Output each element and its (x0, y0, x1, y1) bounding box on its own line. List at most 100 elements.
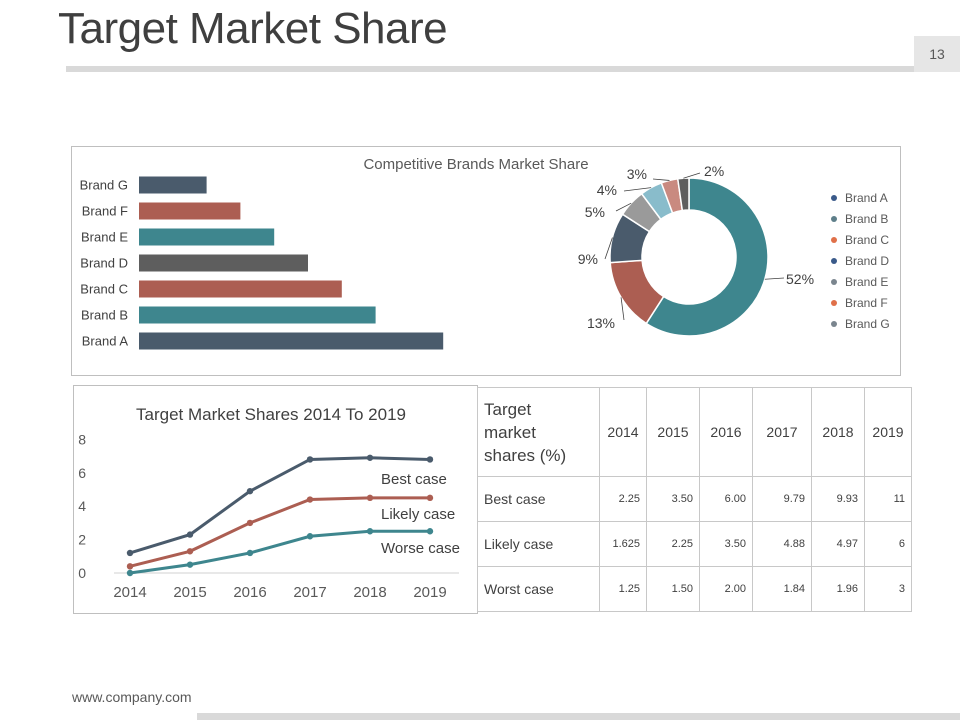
donut-label-brand-a: 52% (786, 271, 814, 287)
line-xtick-2016: 2016 (233, 584, 266, 601)
table-cell-best-case-2019: 11 (864, 476, 912, 522)
bar-brand-e (139, 228, 275, 246)
legend-marker-brand-c (831, 237, 837, 243)
bar-label-brand-e: Brand E (81, 230, 128, 245)
table-header-label: Target market shares (%) (477, 387, 600, 477)
line-point-best-case-2019 (426, 456, 434, 463)
table-cell-worst-case-2019: 3 (864, 566, 912, 612)
target-shares-line-chart: Target Market Shares 2014 To 2019 0 2 4 6 8 20… (53, 405, 460, 601)
line-point-likely-case-2015 (186, 548, 194, 555)
legend-marker-brand-g (831, 321, 837, 327)
table-cell-best-case-2017: 9.79 (752, 476, 812, 522)
table-cell-worst-case-2016: 2.00 (699, 566, 753, 612)
donut-leader-brand-c (604, 237, 613, 260)
table-col-header-2016: 2016 (699, 387, 753, 477)
line-point-best-case-2018 (366, 454, 374, 461)
line-point-worse-case-2018 (366, 528, 374, 535)
table-cell-likely-case-2018: 4.97 (811, 521, 865, 567)
table-col-header-2014: 2014 (599, 387, 647, 477)
line-point-likely-case-2018 (366, 494, 374, 502)
bar-label-brand-b: Brand B (81, 308, 128, 323)
line-series-worse-case (129, 529, 430, 575)
target-shares-line-panel: Target Market Shares 2014 To 2019 0 2 4 6 8 20… (53, 385, 478, 614)
table-cell-likely-case-2014: 1.625 (599, 521, 647, 567)
table-row-label-likely-case: Likely case (477, 521, 600, 567)
legend-marker-brand-b (831, 216, 837, 222)
line-xtick-2018: 2018 (353, 584, 386, 601)
bar-brand-f (139, 202, 241, 220)
table-cell-likely-case-2015: 2.25 (646, 521, 700, 567)
line-ytick-0: 0 (78, 565, 86, 581)
donut-title: Competitive Brands Market Share (363, 156, 588, 173)
line-point-best-case-2014 (126, 549, 134, 557)
line-xtick-2019: 2019 (413, 584, 446, 601)
footer-url[interactable]: www.company.com (72, 689, 192, 705)
legend-marker-brand-e (831, 279, 837, 285)
donut-leader-brand-b (620, 297, 625, 321)
table-cell-worst-case-2015: 1.50 (646, 566, 700, 612)
table-col-header-2015: 2015 (646, 387, 700, 477)
donut-leader-brand-g (683, 172, 701, 179)
table-row: Best case 2.25 3.50 6.00 9.79 9.93 11 (477, 476, 912, 522)
table-cell-best-case-2014: 2.25 (599, 476, 647, 522)
line-point-best-case-2016 (246, 487, 254, 495)
legend-marker-brand-f (831, 300, 837, 306)
line-series-likely-case (129, 496, 430, 568)
table-row-label-worst-case: Worst case (477, 566, 600, 612)
line-series-label-best-case: Best case (381, 471, 447, 488)
line-ytick-8: 8 (78, 431, 86, 447)
bar-brand-c (139, 280, 342, 298)
legend-entry-brand-d: Brand D (845, 254, 889, 268)
donut-label-brand-g: 2% (704, 163, 724, 179)
donut-slice-brand-a (645, 177, 769, 337)
line-point-worse-case-2019 (426, 528, 434, 535)
line-point-worse-case-2015 (186, 561, 194, 568)
donut-label-brand-f: 3% (627, 166, 647, 182)
bar-label-brand-c: Brand C (80, 282, 128, 297)
brand-share-panel: Brand A Brand B Brand C Brand D Brand E Brand… (71, 146, 901, 376)
line-xtick-2015: 2015 (173, 584, 206, 601)
line-ytick-4: 4 (78, 498, 86, 514)
line-series-best-case (129, 456, 431, 555)
donut-slice-brand-g (676, 177, 690, 212)
legend-entry-brand-f: Brand F (845, 296, 888, 310)
table-header-row: Target market shares (%) 2014 2015 2016 2017 20… (477, 387, 912, 477)
table-cell-likely-case-2017: 4.88 (752, 521, 812, 567)
bar-brand-g (139, 176, 207, 194)
line-point-worse-case-2016 (246, 549, 254, 557)
bar-brand-b (139, 306, 376, 324)
donut-label-brand-b: 13% (587, 315, 615, 331)
legend-entry-brand-e: Brand E (845, 275, 888, 289)
title-rule (66, 66, 960, 72)
table-cell-best-case-2016: 6.00 (699, 476, 753, 522)
brand-share-chart: Brand A Brand B Brand C Brand D Brand E Brand… (80, 156, 890, 350)
bar-label-brand-f: Brand F (82, 204, 128, 219)
table-cell-likely-case-2019: 6 (864, 521, 912, 567)
donut-label-brand-d: 5% (585, 204, 605, 220)
slide-title: Target Market Share (58, 4, 448, 53)
page-number: 13 (914, 36, 960, 72)
line-point-likely-case-2014 (126, 563, 134, 570)
legend-entry-brand-a: Brand A (845, 191, 888, 205)
target-shares-table: Target market shares (%) 2014 2015 2016 2017 20… (477, 387, 912, 612)
table-row-label-best-case: Best case (477, 476, 600, 522)
donut-leader-brand-d (615, 202, 632, 212)
table-col-header-2017: 2017 (752, 387, 812, 477)
line-chart-title: Target Market Shares 2014 To 2019 (136, 405, 406, 424)
table-header-label-line: shares (%) (484, 445, 567, 465)
table-header-label-line: market (484, 422, 536, 442)
table-cell-worst-case-2017: 1.84 (752, 566, 812, 612)
legend-entry-brand-c: Brand C (845, 233, 889, 247)
line-point-best-case-2017 (306, 456, 314, 463)
donut-leader-brand-e (623, 187, 652, 192)
table-cell-worst-case-2018: 1.96 (811, 566, 865, 612)
legend-entry-brand-b: Brand B (845, 212, 888, 226)
table-cell-likely-case-2016: 3.50 (699, 521, 753, 567)
bar-label-brand-g: Brand G (80, 178, 128, 193)
line-point-worse-case-2014 (126, 569, 134, 577)
line-point-likely-case-2017 (306, 496, 314, 503)
table-row: Worst case 1.25 1.50 2.00 1.84 1.96 3 (477, 566, 912, 612)
line-series-label-likely-case: Likely case (381, 506, 455, 523)
line-ytick-6: 6 (78, 465, 86, 481)
donut-label-brand-c: 9% (578, 251, 598, 267)
